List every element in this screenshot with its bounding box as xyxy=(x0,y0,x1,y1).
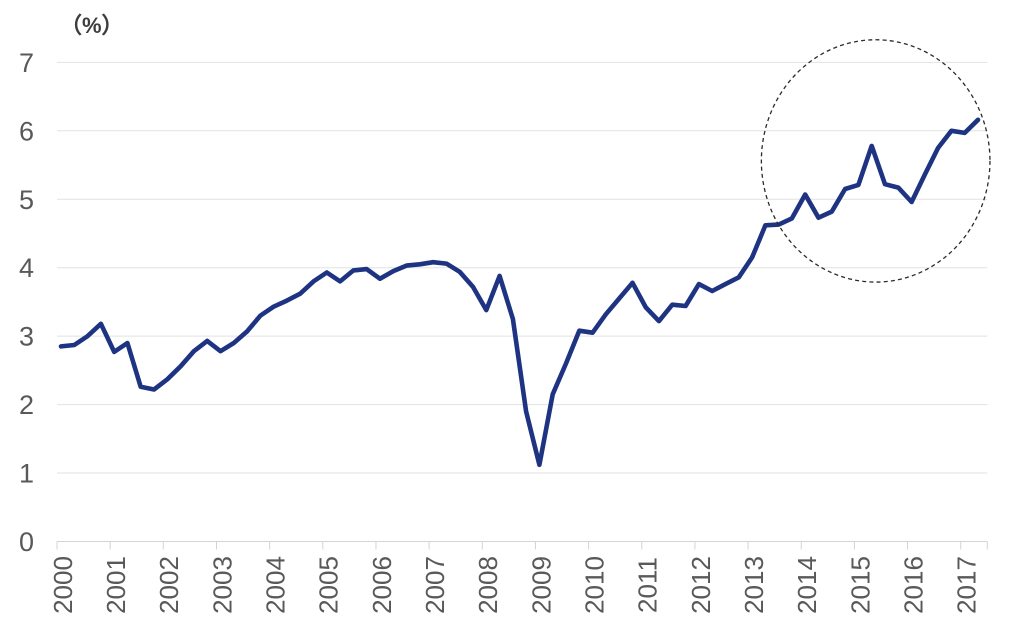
series-line-rate-percent xyxy=(58,117,981,468)
x-tick-label-2011: 2011 xyxy=(633,557,663,613)
x-tick-label-2001: 2001 xyxy=(101,556,131,614)
x-tick-label-2005: 2005 xyxy=(314,556,344,614)
y-axis-labels: 0 1 2 3 4 5 6 7 xyxy=(19,48,34,557)
x-tick-label-2017: 2017 xyxy=(952,556,982,614)
x-tick-label-2004: 2004 xyxy=(261,556,291,614)
data-series xyxy=(58,117,981,468)
x-axis-labels: 2000 2001 2002 2003 2004 2005 2006 2007 2008 2009… xyxy=(48,556,982,614)
x-tick-label-2000: 2000 xyxy=(48,556,78,614)
y-tick-label-1: 1 xyxy=(19,459,34,489)
y-axis-unit-label: （%） xyxy=(60,13,124,38)
y-tick-label-6: 6 xyxy=(19,116,34,146)
y-tick-label-3: 3 xyxy=(19,322,34,352)
y-tick-label-4: 4 xyxy=(19,253,34,283)
x-tick-label-2010: 2010 xyxy=(579,556,609,614)
y-tick-label-2: 2 xyxy=(19,390,34,420)
x-tick-label-2009: 2009 xyxy=(526,556,556,614)
y-tick-label-5: 5 xyxy=(19,185,34,215)
gridlines xyxy=(57,61,988,474)
annotation-circle xyxy=(760,39,991,283)
x-tick-label-2014: 2014 xyxy=(792,556,822,614)
x-tick-label-2002: 2002 xyxy=(154,556,184,614)
x-tick-label-2013: 2013 xyxy=(739,556,769,614)
x-tick-label-2015: 2015 xyxy=(845,556,875,614)
x-axis xyxy=(56,541,988,550)
x-tick-label-2003: 2003 xyxy=(207,556,237,614)
x-tick-label-2012: 2012 xyxy=(686,556,716,614)
x-tick-label-2007: 2007 xyxy=(420,556,450,614)
highlight-dashed-circle xyxy=(760,39,991,283)
x-tick-label-2008: 2008 xyxy=(473,556,503,614)
x-tick-label-2006: 2006 xyxy=(367,556,397,614)
y-tick-label-0: 0 xyxy=(19,527,34,557)
y-tick-label-7: 7 xyxy=(19,48,34,78)
x-tick-label-2016: 2016 xyxy=(898,556,928,614)
